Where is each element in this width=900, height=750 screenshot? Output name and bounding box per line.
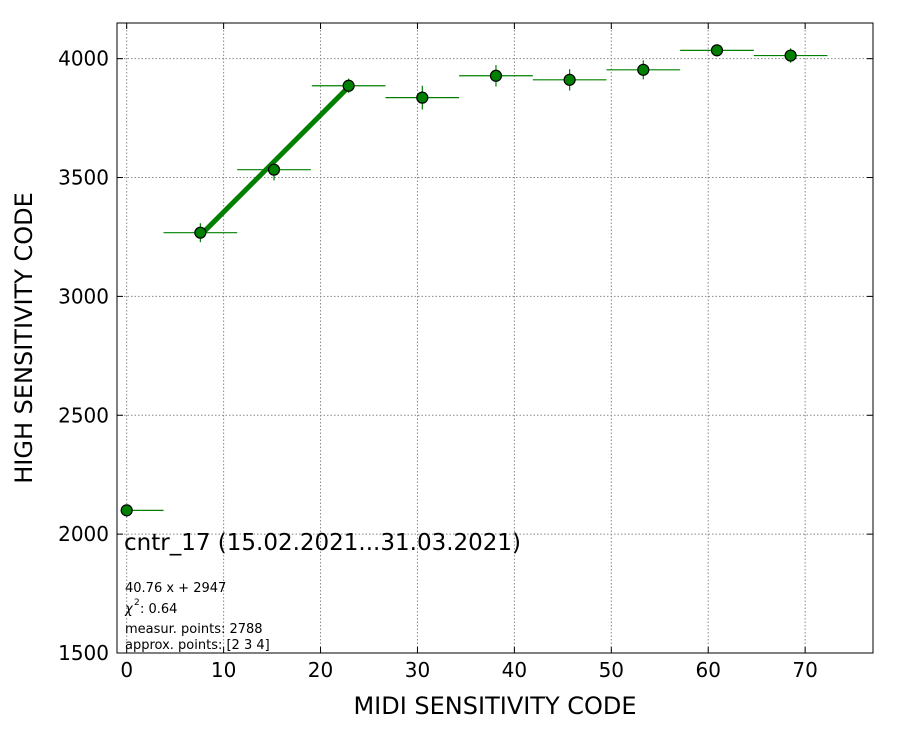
chi-symbol: χ [124,602,134,617]
data-point [637,63,650,76]
plot-frame [116,22,874,654]
x-tick-label: 10 [211,658,236,682]
x-tick-label: 50 [599,658,624,682]
x-tick-label: 0 [120,658,133,682]
tick-labels: 0 10 20 30 40 50 60 70 1500 2000 2500 3000 3500 4000 [58,47,818,682]
y-tick-label: 2500 [58,403,109,427]
x-axis-label: MIDI SENSITIVITY CODE [353,692,636,720]
chart-title: cntr_17 (15.02.2021...31.03.2021) [124,530,521,556]
x-tick-label: 20 [308,658,333,682]
data-point [120,504,133,517]
x-tick-label: 60 [696,658,721,682]
y-axis-label: HIGH SENSITIVITY CODE [10,192,38,484]
x-tick-label: 40 [502,658,527,682]
axis-ticks [117,23,873,654]
y-tick-label: 4000 [58,47,109,71]
y-tick-label: 3500 [58,166,109,190]
fit-line [198,85,351,238]
grid [117,23,873,653]
data-point [267,163,281,176]
fit-equation: 40.76 x + 2947 [125,581,226,596]
data-point [563,73,576,86]
measur-points: measur. points: 2788 [125,622,263,637]
data-points [120,44,797,517]
data-point [710,44,724,57]
data-point [416,91,429,104]
data-point [342,79,355,92]
y-tick-label: 2000 [58,522,109,546]
x-tick-label: 30 [405,658,430,682]
y-tick-label: 3000 [58,284,109,308]
data-point [489,69,503,82]
chi2-annotation: χ 2 : 0.64 [124,598,177,617]
error-bars [126,44,828,511]
chi-exponent: 2 [134,598,140,608]
data-point [784,49,797,62]
x-tick-label: 70 [792,658,817,682]
y-tick-label: 1500 [58,641,109,665]
chi2-value: : 0.64 [140,602,177,617]
data-point [194,226,207,239]
fit-line-group [198,85,351,238]
approx-points: approx. points: [2 3 4] [125,638,270,653]
